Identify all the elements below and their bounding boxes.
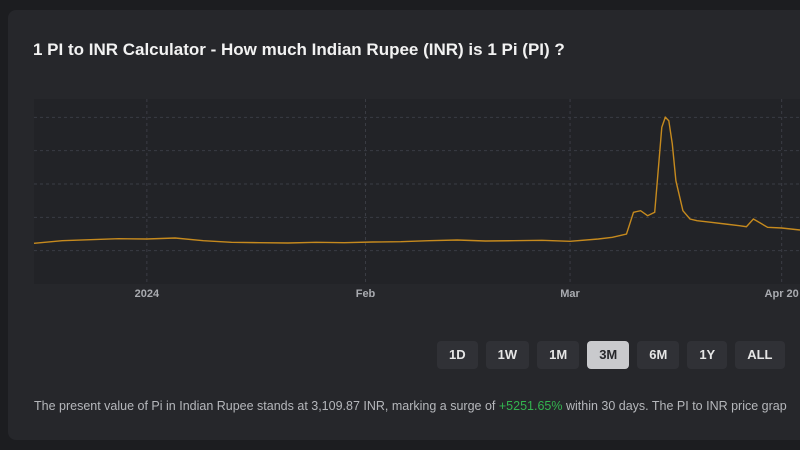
x-tick-label: Mar — [560, 288, 580, 300]
plot-area — [34, 99, 800, 284]
range-button[interactable]: 1M — [537, 341, 580, 369]
range-button[interactable]: 6M — [637, 341, 680, 369]
x-tick-label: Apr 20 — [765, 288, 799, 300]
x-tick-label: Feb — [356, 288, 376, 300]
range-button[interactable]: 1Y — [687, 341, 728, 369]
range-button[interactable]: ALL — [735, 341, 785, 369]
x-tick-label: 2024 — [135, 288, 160, 300]
chart: 2024 Feb Mar Apr 20 — [33, 99, 800, 300]
change-percent: +5251.65% — [498, 399, 563, 413]
summary-text: The present value of Pi in Indian Rupee … — [34, 399, 496, 413]
range-button[interactable]: 3M — [587, 341, 630, 369]
range-button[interactable]: 1D — [437, 341, 478, 369]
range-buttons: 1D 1W 1M 3M 6M 1Y ALL — [437, 341, 785, 369]
summary-text: within 30 days. The PI to INR price grap — [565, 399, 787, 413]
price-line — [33, 116, 800, 244]
range-button[interactable]: 1W — [485, 341, 530, 369]
summary: The present value of Pi in Indian Rupee … — [34, 399, 787, 413]
page-title: 1 PI to INR Calculator - How much Indian… — [33, 40, 565, 59]
